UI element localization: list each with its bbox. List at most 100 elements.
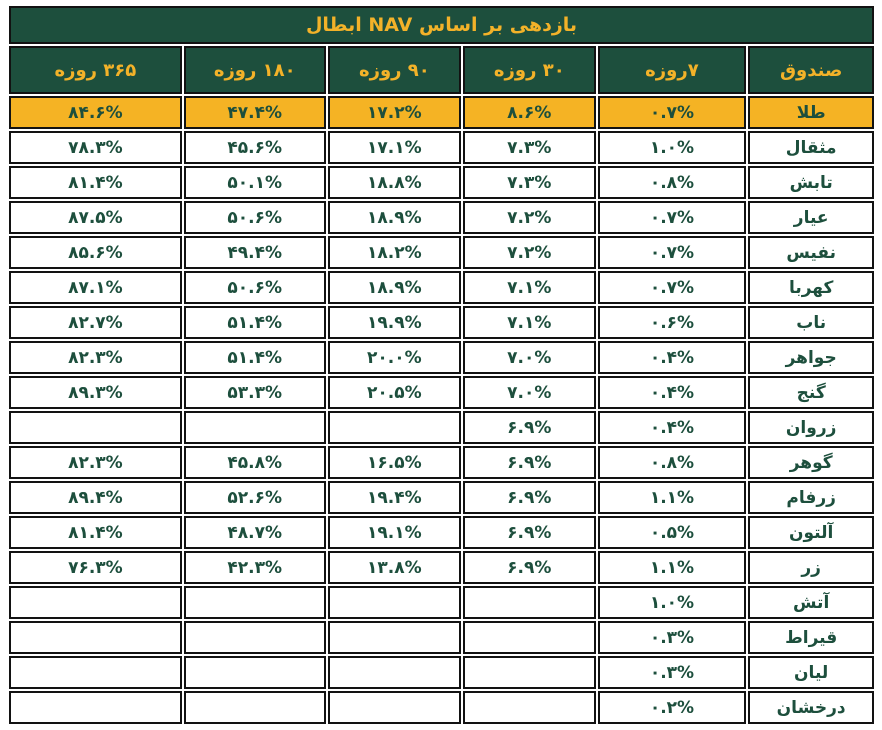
table-row: لیان ۰.۳% [9,656,874,689]
cell-return-365d: ۸۹.۳% [9,376,182,409]
cell-return-90d: ۱۹.۹% [327,306,462,339]
cell-fund-name: ناب [748,306,874,339]
cell-return-180d: ۵۳.۳% [183,376,326,409]
cell-return-365d: ۸۷.۵% [9,201,182,234]
cell-return-180d: ۵۰.۶% [183,201,326,234]
table-row: زر ۱.۱% ۶.۹% ۱۳.۸% ۴۲.۳% ۷۶.۳% [9,551,874,584]
cell-return-365d: ۸۷.۱% [9,271,182,304]
cell-fund-name: درخشان [748,691,874,724]
cell-return-90d: ۱۸.۹% [327,201,462,234]
cell-return-30d: ۸.۶% [463,96,596,129]
cell-return-7d: ۰.۳% [597,656,747,689]
cell-return-90d: ۱۸.۲% [327,236,462,269]
cell-return-30d: ۷.۰% [463,376,596,409]
cell-return-90d: ۱۷.۱% [327,131,462,164]
cell-return-365d: ۸۵.۶% [9,236,182,269]
cell-return-180d [183,691,326,724]
cell-return-365d [9,586,182,619]
table-row: زرفام ۱.۱% ۶.۹% ۱۹.۴% ۵۲.۶% ۸۹.۴% [9,481,874,514]
cell-fund-name: تابش [748,166,874,199]
cell-return-180d: ۴۲.۳% [183,551,326,584]
cell-return-30d: ۷.۰% [463,341,596,374]
cell-return-90d [327,586,462,619]
cell-return-365d: ۸۹.۴% [9,481,182,514]
cell-return-365d [9,691,182,724]
cell-return-30d: ۷.۳% [463,131,596,164]
cell-return-30d: ۶.۹% [463,446,596,479]
cell-return-7d: ۰.۸% [597,446,747,479]
cell-return-180d [183,586,326,619]
cell-return-365d: ۸۲.۷% [9,306,182,339]
cell-return-90d: ۱۶.۵% [327,446,462,479]
cell-return-7d: ۰.۷% [597,96,747,129]
cell-return-7d: ۱.۱% [597,481,747,514]
cell-return-30d [463,586,596,619]
cell-return-365d: ۸۱.۴% [9,516,182,549]
cell-return-30d [463,691,596,724]
col-header-365d: ۳۶۵ روزه [9,46,182,94]
cell-return-30d: ۷.۳% [463,166,596,199]
cell-return-7d: ۰.۷% [597,271,747,304]
table-row: نفیس ۰.۷% ۷.۲% ۱۸.۲% ۴۹.۴% ۸۵.۶% [9,236,874,269]
table-row: درخشان ۰.۲% [9,691,874,724]
cell-return-365d [9,621,182,654]
title-row: بازدهی بر اساس NAV ابطال [9,6,874,44]
cell-return-90d: ۲۰.۵% [327,376,462,409]
cell-return-90d: ۱۸.۹% [327,271,462,304]
cell-fund-name: آتش [748,586,874,619]
cell-return-30d: ۷.۱% [463,306,596,339]
col-header-fund: صندوق [748,46,874,94]
cell-return-30d: ۶.۹% [463,516,596,549]
table-row: جواهر ۰.۴% ۷.۰% ۲۰.۰% ۵۱.۴% ۸۲.۳% [9,341,874,374]
cell-return-30d: ۷.۲% [463,236,596,269]
cell-return-365d [9,656,182,689]
cell-return-30d: ۶.۹% [463,411,596,444]
cell-return-180d [183,411,326,444]
cell-return-30d [463,656,596,689]
cell-fund-name: طلا [748,96,874,129]
cell-return-7d: ۰.۳% [597,621,747,654]
cell-return-7d: ۰.۷% [597,236,747,269]
table-body: طلا ۰.۷% ۸.۶% ۱۷.۲% ۴۷.۴% ۸۴.۶% مثقال ۱.… [9,96,874,724]
cell-return-180d [183,656,326,689]
cell-fund-name: مثقال [748,131,874,164]
cell-return-7d: ۰.۲% [597,691,747,724]
cell-fund-name: کهربا [748,271,874,304]
cell-return-180d: ۴۷.۴% [183,96,326,129]
cell-fund-name: جواهر [748,341,874,374]
cell-return-30d: ۷.۲% [463,201,596,234]
cell-return-7d: ۰.۴% [597,341,747,374]
cell-return-7d: ۰.۴% [597,411,747,444]
cell-fund-name: آلتون [748,516,874,549]
table-row: آلتون ۰.۵% ۶.۹% ۱۹.۱% ۴۸.۷% ۸۱.۴% [9,516,874,549]
cell-return-180d [183,621,326,654]
cell-return-180d: ۴۹.۴% [183,236,326,269]
table-row: کهربا ۰.۷% ۷.۱% ۱۸.۹% ۵۰.۶% ۸۷.۱% [9,271,874,304]
cell-fund-name: نفیس [748,236,874,269]
table-row: گوهر ۰.۸% ۶.۹% ۱۶.۵% ۴۵.۸% ۸۲.۳% [9,446,874,479]
cell-return-90d: ۱۳.۸% [327,551,462,584]
cell-fund-name: عیار [748,201,874,234]
cell-return-30d: ۶.۹% [463,481,596,514]
table-row: زروان ۰.۴% ۶.۹% [9,411,874,444]
cell-fund-name: زروان [748,411,874,444]
cell-fund-name: زرفام [748,481,874,514]
table-row: طلا ۰.۷% ۸.۶% ۱۷.۲% ۴۷.۴% ۸۴.۶% [9,96,874,129]
cell-fund-name: لیان [748,656,874,689]
cell-fund-name: زر [748,551,874,584]
cell-return-365d: ۸۴.۶% [9,96,182,129]
cell-return-365d [9,411,182,444]
cell-return-180d: ۴۵.۶% [183,131,326,164]
cell-return-365d: ۸۲.۳% [9,446,182,479]
cell-return-30d: ۷.۱% [463,271,596,304]
col-header-30d: ۳۰ روزه [463,46,596,94]
nav-returns-table: بازدهی بر اساس NAV ابطال صندوق ۷روزه ۳۰ … [7,4,876,726]
table-row: عیار ۰.۷% ۷.۲% ۱۸.۹% ۵۰.۶% ۸۷.۵% [9,201,874,234]
cell-return-7d: ۱.۱% [597,551,747,584]
cell-return-7d: ۱.۰% [597,131,747,164]
col-header-90d: ۹۰ روزه [327,46,462,94]
cell-return-180d: ۴۸.۷% [183,516,326,549]
col-header-180d: ۱۸۰ روزه [183,46,326,94]
cell-return-90d [327,691,462,724]
